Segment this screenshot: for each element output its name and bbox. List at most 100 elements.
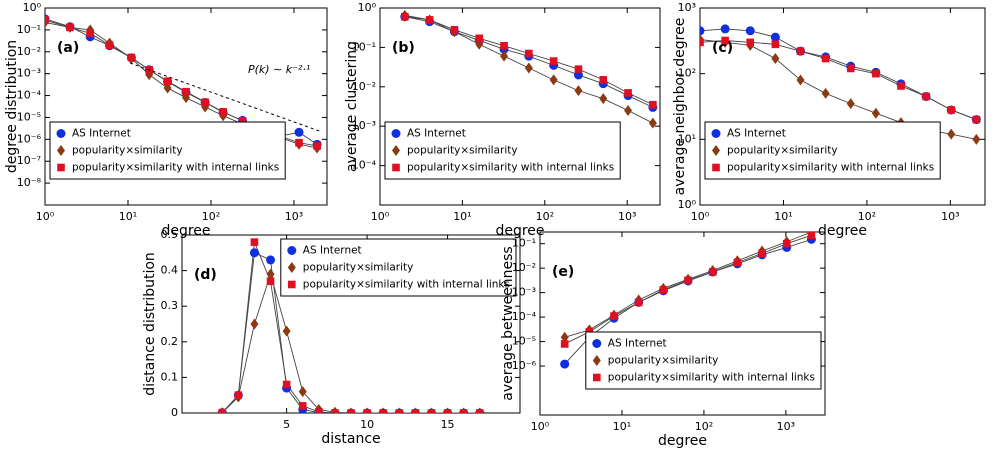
- y-tick-label: 10⁻⁵: [17, 110, 41, 123]
- marker: [287, 280, 296, 289]
- legend-label: popularity×similarity with internal link…: [72, 162, 279, 174]
- x-tick-label: 10³: [777, 420, 795, 433]
- y-tick-label: 10⁻²: [352, 80, 376, 93]
- marker: [250, 238, 259, 246]
- marker: [57, 145, 65, 156]
- marker: [266, 268, 275, 280]
- marker: [331, 409, 339, 413]
- marker: [313, 142, 321, 150]
- y-tick-label: 10⁻³: [17, 67, 41, 80]
- marker: [947, 128, 956, 140]
- y-tick-label: 10⁻⁵: [512, 335, 536, 348]
- x-tick-label: 10¹: [119, 210, 137, 223]
- x-tick-label: 10: [360, 418, 374, 431]
- marker: [972, 115, 981, 124]
- panel-label: (b): [392, 40, 415, 56]
- marker: [821, 54, 830, 63]
- y-axis-title: average clustering: [344, 41, 360, 172]
- panel: 10⁰ 10¹ 10² 10³ 10⁰ 10⁻¹ 10⁻² 10⁻³ 10⁻⁴ 10⁻⁵ 10⁻⁶ 1…: [4, 1, 328, 239]
- marker: [182, 87, 190, 96]
- marker: [294, 127, 304, 137]
- marker: [524, 62, 533, 74]
- x-tick-label: 10⁰: [691, 210, 710, 223]
- marker: [66, 23, 74, 32]
- panel: 5 10 15 0 0.1 0.2 0.3 0.4 0.5 distance distance di…: [142, 228, 521, 447]
- marker: [592, 373, 601, 382]
- marker: [972, 133, 981, 145]
- marker: [127, 53, 136, 62]
- marker: [712, 145, 720, 156]
- y-tick-label: 0.1: [161, 370, 179, 383]
- marker: [659, 286, 668, 294]
- legend-label: popularity×similarity: [608, 355, 719, 367]
- marker: [525, 49, 533, 58]
- x-tick-label: 10⁰: [531, 420, 550, 433]
- marker: [599, 93, 608, 105]
- marker: [700, 38, 704, 47]
- y-tick-label: 10⁰: [358, 1, 377, 14]
- marker: [574, 85, 583, 97]
- x-tick-label: 10⁰: [36, 210, 55, 223]
- marker: [560, 340, 569, 348]
- marker: [250, 318, 259, 330]
- marker: [218, 408, 227, 413]
- legend-box: [704, 121, 941, 180]
- legend-label: popularity×similarity with internal link…: [727, 162, 934, 174]
- marker: [105, 41, 114, 49]
- series-line: [221, 252, 480, 413]
- marker: [266, 255, 276, 265]
- marker: [391, 129, 401, 138]
- marker: [560, 359, 570, 369]
- series-line: [404, 16, 654, 106]
- y-axis-title: degree distribution: [4, 40, 20, 173]
- marker: [846, 98, 855, 110]
- x-tick-label: 10²: [536, 210, 554, 223]
- marker: [475, 34, 484, 43]
- marker: [610, 312, 618, 320]
- y-tick-label: 10³: [678, 1, 696, 14]
- y-tick-label: 10⁻²: [512, 261, 536, 274]
- marker: [295, 138, 303, 147]
- marker: [846, 64, 855, 73]
- legend-label: popularity×similarity: [303, 262, 414, 274]
- marker: [475, 409, 484, 413]
- legend-label: AS Internet: [303, 245, 362, 257]
- legend-label: AS Internet: [608, 338, 667, 350]
- marker: [57, 163, 65, 172]
- marker: [807, 232, 816, 240]
- marker: [392, 145, 400, 156]
- marker: [560, 331, 569, 343]
- legend-label: popularity×similarity: [72, 145, 183, 157]
- marker: [592, 355, 601, 366]
- legend: AS Internet popularity×similarity populari…: [384, 121, 621, 180]
- legend: AS Internet popularity×similarity populari…: [280, 238, 517, 297]
- marker: [392, 163, 400, 172]
- legend: AS Internet popularity×similarity populari…: [49, 121, 286, 180]
- y-tick-label: 10¹: [678, 132, 696, 145]
- marker: [782, 239, 791, 248]
- marker: [771, 40, 780, 49]
- y-tick-label: 10⁰: [23, 1, 42, 14]
- x-tick-label: 10⁰: [371, 210, 390, 223]
- marker: [238, 117, 247, 125]
- y-tick-label: 10⁻¹: [352, 40, 376, 53]
- panel: 10⁰ 10¹ 10² 10³10⁰10⁻¹10⁻²10⁻³10⁻⁴degreeave…: [344, 1, 661, 239]
- legend-label: popularity×similarity: [727, 145, 838, 157]
- y-tick-label: 10⁻³: [512, 286, 536, 299]
- x-tick-label: 10³: [285, 210, 303, 223]
- marker: [298, 402, 307, 410]
- marker: [395, 409, 404, 413]
- marker: [796, 47, 805, 55]
- y-tick-label: 10⁻⁴: [352, 159, 377, 172]
- legend-box: [49, 121, 286, 180]
- marker: [871, 107, 880, 119]
- plot-area: [400, 9, 658, 129]
- marker: [574, 65, 583, 73]
- x-axis-title: distance: [321, 431, 380, 447]
- legend-label: popularity×similarity with internal link…: [608, 372, 815, 384]
- marker: [411, 409, 420, 413]
- marker: [700, 26, 705, 36]
- marker: [298, 386, 307, 398]
- marker: [549, 57, 558, 65]
- series-line: [404, 16, 654, 108]
